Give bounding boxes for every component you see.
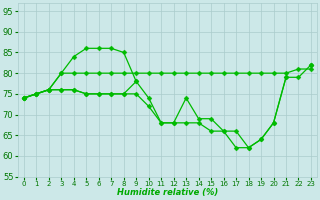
X-axis label: Humidite relative (%): Humidite relative (%) [117,188,218,197]
